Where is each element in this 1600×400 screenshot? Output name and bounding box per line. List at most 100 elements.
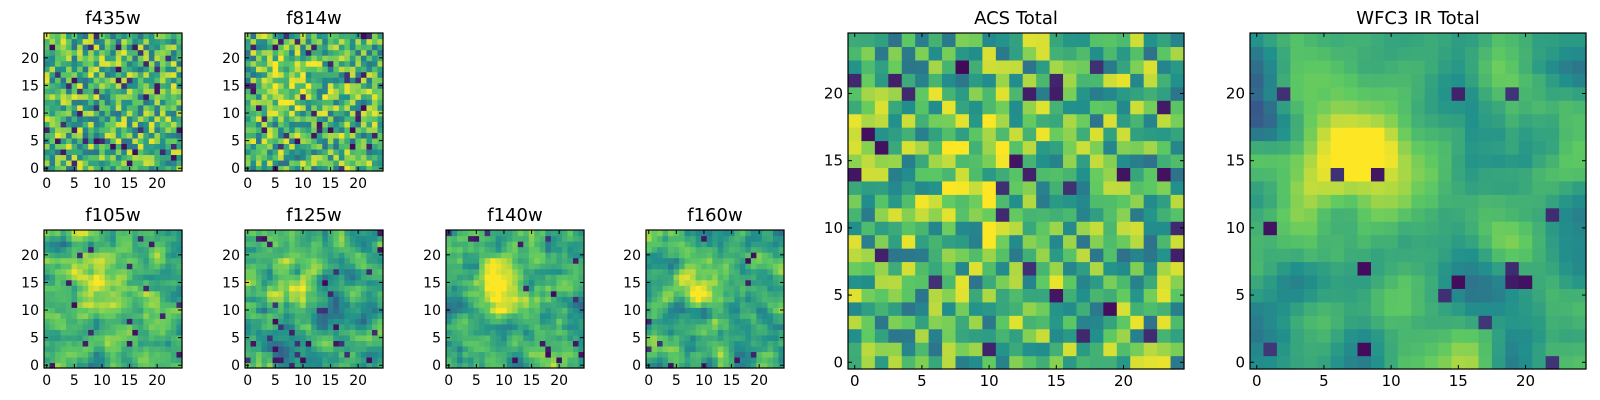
heatmap-cell [294,159,301,167]
heatmap-cell [561,257,569,264]
heatmap-cell [490,290,497,297]
heatmap-cell [272,104,279,111]
heatmap-cell [245,49,252,56]
heatmap-cell [159,82,167,89]
heatmap-cell [77,279,84,286]
heatmap-cell [261,351,268,358]
heatmap-cell [344,132,351,139]
heatmap-cell [355,323,362,330]
heatmap-cell [55,356,62,364]
heatmap-cell [82,82,89,89]
heatmap-cell [256,49,263,56]
heatmap-cell [99,121,106,128]
heatmap-cell [1263,221,1278,236]
heatmap-cell [761,329,769,336]
heatmap-cell [1116,248,1131,263]
heatmap-cell [657,257,664,264]
heatmap-cell [1518,180,1533,195]
heatmap-cell [66,296,73,303]
heatmap-cell [148,49,155,56]
heatmap-cell [572,307,580,314]
heatmap-cell [928,180,943,195]
heatmap-cell [137,307,144,314]
heatmap-cell [1063,33,1078,48]
heatmap-cell [874,248,889,263]
heatmap-cell [344,285,351,292]
heatmap-cell [728,279,735,286]
heatmap-cell [66,246,73,253]
heatmap-cell [550,312,557,319]
heatmap-cell [289,93,296,100]
heatmap-cell [55,55,62,62]
heatmap-cell [545,318,552,325]
heatmap-cell [261,82,268,89]
heatmap-cell [712,263,719,270]
heatmap-cell [278,340,285,347]
heatmap-cell [561,296,569,303]
heatmap-cell [327,235,334,242]
heatmap-cell [71,38,78,45]
heatmap-cell [550,345,557,353]
heatmap-cell [723,340,730,347]
heatmap-cell [366,137,373,144]
heatmap-cell [110,334,117,341]
heatmap-cell [170,71,178,78]
heatmap-cell [159,246,167,253]
heatmap-cell [668,323,675,330]
heatmap-cell [338,93,345,100]
heatmap-cell [695,268,702,275]
heatmap-cell [506,290,513,297]
heatmap-cell [1532,180,1547,195]
heatmap-cell [82,241,89,248]
heatmap-cell [955,221,970,236]
heatmap-cell [170,323,178,330]
heatmap-cell [338,71,345,78]
heatmap-cell [684,351,691,358]
heatmap-cell [82,104,89,111]
heatmap-cell [901,127,916,142]
heatmap-cell [662,230,669,237]
heatmap-cell [60,60,67,67]
heatmap-cell [338,241,345,248]
heatmap-cell [1451,288,1466,303]
heatmap-cell [1089,180,1104,195]
heatmap-cell [1103,301,1118,316]
heatmap-cell [360,66,368,73]
heatmap-cell [289,88,296,95]
heatmap-cell [327,121,334,128]
y-tick-label: 0 [30,358,39,374]
heatmap-cell [360,318,368,325]
heatmap-cell [1465,342,1480,357]
heatmap-cell [761,301,769,308]
heatmap-cell [1130,33,1145,48]
heatmap-cell [333,60,340,67]
heatmap-cell [1559,234,1574,249]
heatmap-cell [283,110,290,117]
heatmap-cell [311,159,318,167]
heatmap-cell [712,351,719,358]
heatmap-cell [915,167,930,182]
heatmap-cell [250,296,257,303]
heatmap-cell [1143,301,1158,316]
heatmap-cell [874,167,889,182]
heatmap-cell [662,274,669,281]
heatmap-cell [550,323,557,330]
heatmap-cell [717,263,724,270]
heatmap-cell [1089,301,1104,316]
heatmap-cell [371,307,379,314]
heatmap-cell [888,355,903,370]
heatmap-cell [322,246,329,253]
heatmap-cell [451,340,458,347]
heatmap-cell [322,110,329,117]
heatmap-cell [371,274,379,281]
heatmap-cell [261,279,268,286]
heatmap-cell [861,315,876,330]
heatmap-cell [176,154,183,161]
heatmap-cell [1157,167,1172,182]
heatmap-cell [1397,274,1412,289]
heatmap-cell [289,296,296,303]
heatmap-cell [104,93,111,100]
heatmap-cell [88,121,95,128]
